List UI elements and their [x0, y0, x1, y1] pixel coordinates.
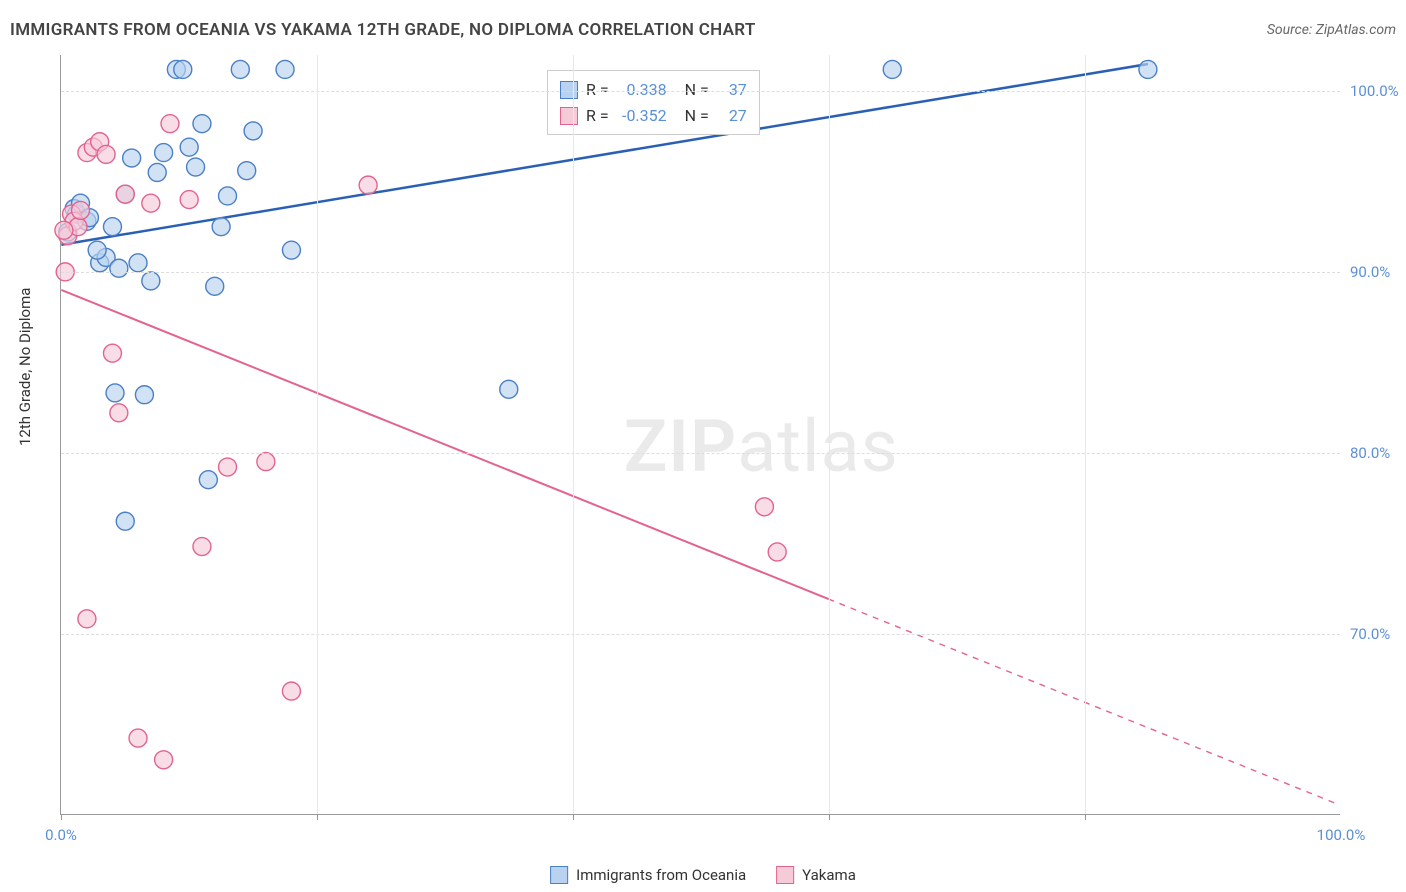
y-axis-label: 12th Grade, No Diploma	[16, 288, 34, 446]
x-tick-label: 0.0%	[45, 826, 77, 844]
x-tick-mark	[317, 814, 318, 820]
scatter-point	[187, 158, 205, 176]
y-tick-label: 80.0%	[1350, 444, 1406, 462]
gridline-vertical	[317, 55, 318, 814]
scatter-point	[359, 176, 377, 194]
n-label: N =	[685, 103, 709, 129]
scatter-point	[135, 386, 153, 404]
gridline-vertical	[573, 55, 574, 814]
r-label: R =	[586, 103, 609, 129]
scatter-point	[1139, 60, 1157, 78]
scatter-point	[238, 162, 256, 180]
scatter-point	[206, 277, 224, 295]
scatter-point	[106, 384, 124, 402]
scatter-point	[219, 458, 237, 476]
x-tick-label: 100.0%	[1317, 826, 1366, 844]
n-value: 27	[717, 103, 747, 129]
legend-item: Yakama	[776, 866, 856, 884]
legend-stats-row: R = -0.352 N = 27	[560, 103, 747, 129]
gridline-horizontal	[61, 272, 1340, 273]
scatter-point	[110, 259, 128, 277]
x-tick-mark	[573, 814, 574, 820]
legend-item: Immigrants from Oceania	[550, 866, 746, 884]
scatter-point	[199, 471, 217, 489]
legend-swatch	[550, 866, 568, 884]
scatter-point	[768, 543, 786, 561]
chart-title: IMMIGRANTS FROM OCEANIA VS YAKAMA 12TH G…	[10, 20, 756, 40]
scatter-point	[155, 751, 173, 769]
gridline-vertical	[829, 55, 830, 814]
scatter-point	[193, 115, 211, 133]
scatter-point	[174, 60, 192, 78]
scatter-point	[142, 272, 160, 290]
chart-plot-area: ZIPatlas R =0.338N =37R =-0.352N =27 70.…	[60, 55, 1340, 815]
scatter-point	[142, 194, 160, 212]
scatter-point	[883, 60, 901, 78]
scatter-point	[755, 498, 773, 516]
scatter-point	[282, 682, 300, 700]
scatter-point	[193, 538, 211, 556]
scatter-point	[116, 185, 134, 203]
regression-line-dashed	[828, 599, 1339, 805]
legend-label: Yakama	[802, 866, 856, 884]
legend-stats-box: R = 0.338 N = 37 R = -0.352 N = 27	[547, 70, 760, 135]
scatter-point	[212, 218, 230, 236]
scatter-point	[123, 149, 141, 167]
scatter-point	[161, 115, 179, 133]
gridline-horizontal	[61, 453, 1340, 454]
scatter-point	[231, 60, 249, 78]
scatter-point	[110, 404, 128, 422]
legend-bottom: Immigrants from Oceania Yakama	[550, 866, 856, 884]
legend-swatch	[560, 107, 578, 125]
scatter-point	[500, 380, 518, 398]
legend-swatch	[776, 866, 794, 884]
scatter-point	[282, 241, 300, 259]
legend-label: Immigrants from Oceania	[576, 866, 746, 884]
source-attribution: Source: ZipAtlas.com	[1267, 22, 1396, 38]
y-tick-label: 70.0%	[1350, 625, 1406, 643]
scatter-point	[55, 221, 73, 239]
y-tick-label: 90.0%	[1350, 263, 1406, 281]
scatter-point	[97, 145, 115, 163]
r-value: -0.352	[617, 103, 667, 129]
scatter-point	[129, 729, 147, 747]
r-label: R =	[586, 77, 609, 103]
legend-stats-row: R = 0.338 N = 37	[560, 77, 747, 103]
scatter-point	[276, 60, 294, 78]
gridline-horizontal	[61, 91, 1340, 92]
n-label: N =	[685, 77, 709, 103]
gridline-vertical	[1085, 55, 1086, 814]
gridline-horizontal	[61, 634, 1340, 635]
scatter-point	[180, 191, 198, 209]
scatter-point	[257, 453, 275, 471]
x-tick-mark	[61, 814, 62, 820]
x-tick-mark	[1085, 814, 1086, 820]
scatter-point	[148, 163, 166, 181]
scatter-point	[155, 144, 173, 162]
scatter-point	[78, 610, 96, 628]
scatter-point	[116, 512, 134, 530]
x-tick-mark	[829, 814, 830, 820]
legend-swatch	[560, 81, 578, 99]
scatter-plot-svg	[61, 55, 1340, 814]
scatter-point	[72, 201, 90, 219]
scatter-point	[180, 138, 198, 156]
r-value: 0.338	[617, 77, 667, 103]
n-value: 37	[717, 77, 747, 103]
scatter-point	[103, 344, 121, 362]
scatter-point	[244, 122, 262, 140]
scatter-point	[219, 187, 237, 205]
regression-line-solid	[61, 290, 828, 599]
scatter-point	[103, 218, 121, 236]
y-tick-label: 100.0%	[1350, 82, 1406, 100]
scatter-point	[88, 241, 106, 259]
scatter-point	[129, 254, 147, 272]
